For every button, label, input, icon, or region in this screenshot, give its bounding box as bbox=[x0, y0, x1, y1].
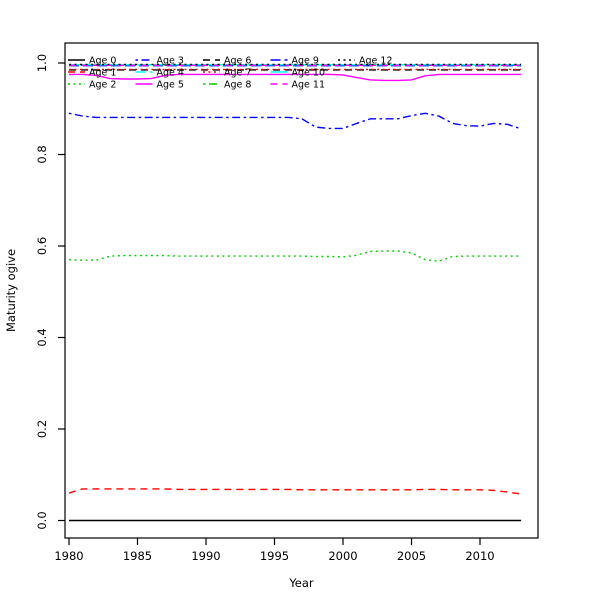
legend-label-age-4: Age 4 bbox=[157, 68, 184, 79]
x-tick-label: 2010 bbox=[465, 549, 494, 563]
legend-label-age-2: Age 2 bbox=[89, 80, 116, 91]
legend-entry-age-2: Age 2 bbox=[68, 80, 116, 91]
y-tick-label: 0.0 bbox=[35, 511, 49, 529]
legend-label-age-3: Age 3 bbox=[157, 56, 184, 67]
x-tick-label: 1985 bbox=[123, 549, 152, 563]
y-tick-label: 1.0 bbox=[35, 54, 49, 72]
legend-label-age-12: Age 12 bbox=[359, 56, 392, 67]
legend-entry-age-12: Age 12 bbox=[338, 56, 392, 67]
x-tick-label: 1995 bbox=[260, 549, 289, 563]
x-tick-label: 2000 bbox=[328, 549, 357, 563]
legend-entry-age-9: Age 9 bbox=[270, 56, 319, 67]
legend-label-age-7: Age 7 bbox=[224, 68, 251, 79]
x-tick-label: 2005 bbox=[397, 549, 426, 563]
legend-entry-age-6: Age 6 bbox=[203, 56, 251, 67]
x-axis-title: Year bbox=[288, 576, 314, 590]
legend-label-age-1: Age 1 bbox=[89, 68, 116, 79]
legend-label-age-6: Age 6 bbox=[224, 56, 251, 67]
y-tick-label: 0.8 bbox=[35, 145, 49, 163]
legend-entry-age-5: Age 5 bbox=[135, 80, 184, 91]
legend-entry-age-3: Age 3 bbox=[135, 56, 184, 67]
legend-entry-age-0: Age 0 bbox=[68, 56, 116, 67]
plot-box bbox=[64, 42, 539, 539]
legend-entry-age-4: Age 4 bbox=[135, 68, 184, 79]
x-tick-label: 1980 bbox=[54, 549, 83, 563]
age-5-line bbox=[69, 73, 522, 82]
age-3-line bbox=[68, 112, 522, 130]
plot-series bbox=[68, 63, 522, 522]
legend-label-age-10: Age 10 bbox=[292, 68, 325, 79]
y-tick-label: 0.6 bbox=[35, 237, 49, 255]
legend-label-age-5: Age 5 bbox=[157, 80, 184, 91]
legend-entry-age-1: Age 1 bbox=[68, 68, 116, 79]
legend-entry-age-10: Age 10 bbox=[270, 68, 325, 79]
y-tick-label: 0.4 bbox=[35, 328, 49, 346]
x-axis: 1980 1985 1990 1995 2000 2005 2010 Year bbox=[54, 538, 495, 590]
y-axis-title: Maturity ogive bbox=[4, 249, 18, 332]
legend-entry-age-11: Age 11 bbox=[270, 80, 325, 91]
legend-entry-age-7: Age 7 bbox=[203, 68, 251, 79]
legend-label-age-9: Age 9 bbox=[292, 56, 319, 67]
x-tick-label: 1990 bbox=[191, 549, 220, 563]
y-axis: 0.0 0.2 0.4 0.6 0.8 1.0 Maturity ogive bbox=[4, 54, 65, 530]
legend-entry-age-8: Age 8 bbox=[203, 80, 251, 91]
age-2-line bbox=[68, 250, 522, 262]
y-tick-label: 0.2 bbox=[35, 420, 49, 438]
age-1-line bbox=[68, 488, 522, 495]
legend-label-age-8: Age 8 bbox=[224, 80, 251, 91]
legend-label-age-0: Age 0 bbox=[89, 56, 116, 67]
legend-label-age-11: Age 11 bbox=[292, 80, 325, 91]
